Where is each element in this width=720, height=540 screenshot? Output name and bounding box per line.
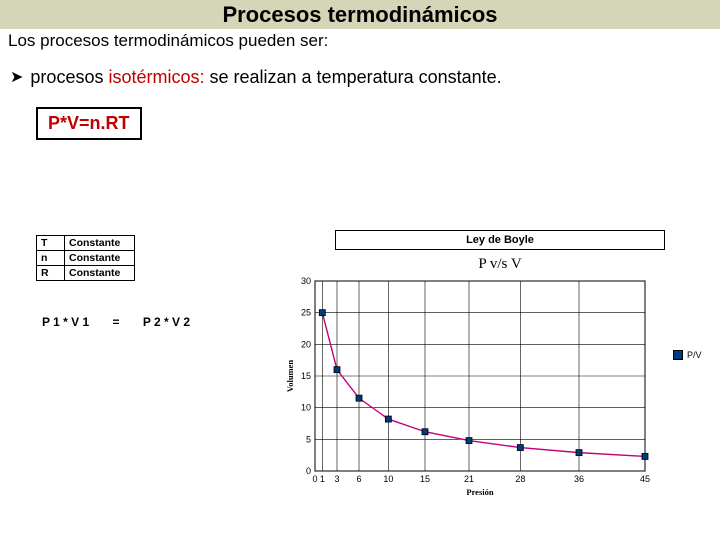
table-row: TConstante <box>37 236 135 251</box>
svg-text:25: 25 <box>301 308 311 318</box>
chart-legend: P/V <box>673 350 702 360</box>
svg-text:10: 10 <box>383 474 393 484</box>
chart-svg: 0510152025300136101521283645VolumenPresi… <box>285 277 715 507</box>
svg-text:5: 5 <box>306 434 311 444</box>
formula-box: P*V=n.RT <box>36 107 142 140</box>
chart-law-title: Ley de Boyle <box>335 230 665 250</box>
bullet-prefix: procesos <box>30 67 108 87</box>
const-value: Constante <box>65 236 135 251</box>
eq-rhs: P 2 * V 2 <box>137 313 196 331</box>
eq-lhs: P 1 * V 1 <box>36 313 95 331</box>
const-key: T <box>37 236 65 251</box>
svg-text:6: 6 <box>356 474 361 484</box>
constants-table: TConstantenConstanteRConstante <box>36 235 135 281</box>
svg-text:21: 21 <box>464 474 474 484</box>
svg-text:1: 1 <box>320 474 325 484</box>
const-value: Constante <box>65 266 135 281</box>
bullet-rest: se realizan a temperatura constante. <box>205 67 502 87</box>
svg-text:10: 10 <box>301 403 311 413</box>
svg-text:45: 45 <box>640 474 650 484</box>
svg-text:36: 36 <box>574 474 584 484</box>
intro-text: Los procesos termodinámicos pueden ser: <box>0 29 720 57</box>
const-key: n <box>37 251 65 266</box>
bullet-isothermal: ➤ procesos isotérmicos: se realizan a te… <box>0 57 720 89</box>
eq-op: = <box>99 313 134 331</box>
page-title: Procesos termodinámicos <box>0 0 720 29</box>
svg-text:20: 20 <box>301 339 311 349</box>
table-row: nConstante <box>37 251 135 266</box>
svg-text:Presión: Presión <box>466 487 494 497</box>
bullet-term: isotérmicos: <box>108 67 204 87</box>
bullet-arrow-icon: ➤ <box>10 67 23 89</box>
svg-text:15: 15 <box>301 371 311 381</box>
legend-label: P/V <box>687 350 702 360</box>
svg-text:0: 0 <box>306 466 311 476</box>
boyle-equation: P 1 * V 1 = P 2 * V 2 <box>36 313 196 331</box>
svg-text:0: 0 <box>312 474 317 484</box>
legend-swatch <box>673 350 683 360</box>
boyle-chart: Ley de Boyle P v/s V 0510152025300136101… <box>285 230 715 512</box>
svg-text:3: 3 <box>334 474 339 484</box>
svg-text:Volumen: Volumen <box>285 360 295 393</box>
svg-text:30: 30 <box>301 277 311 286</box>
const-key: R <box>37 266 65 281</box>
chart-subtitle: P v/s V <box>335 256 665 273</box>
const-value: Constante <box>65 251 135 266</box>
svg-text:15: 15 <box>420 474 430 484</box>
table-row: RConstante <box>37 266 135 281</box>
svg-text:28: 28 <box>515 474 525 484</box>
